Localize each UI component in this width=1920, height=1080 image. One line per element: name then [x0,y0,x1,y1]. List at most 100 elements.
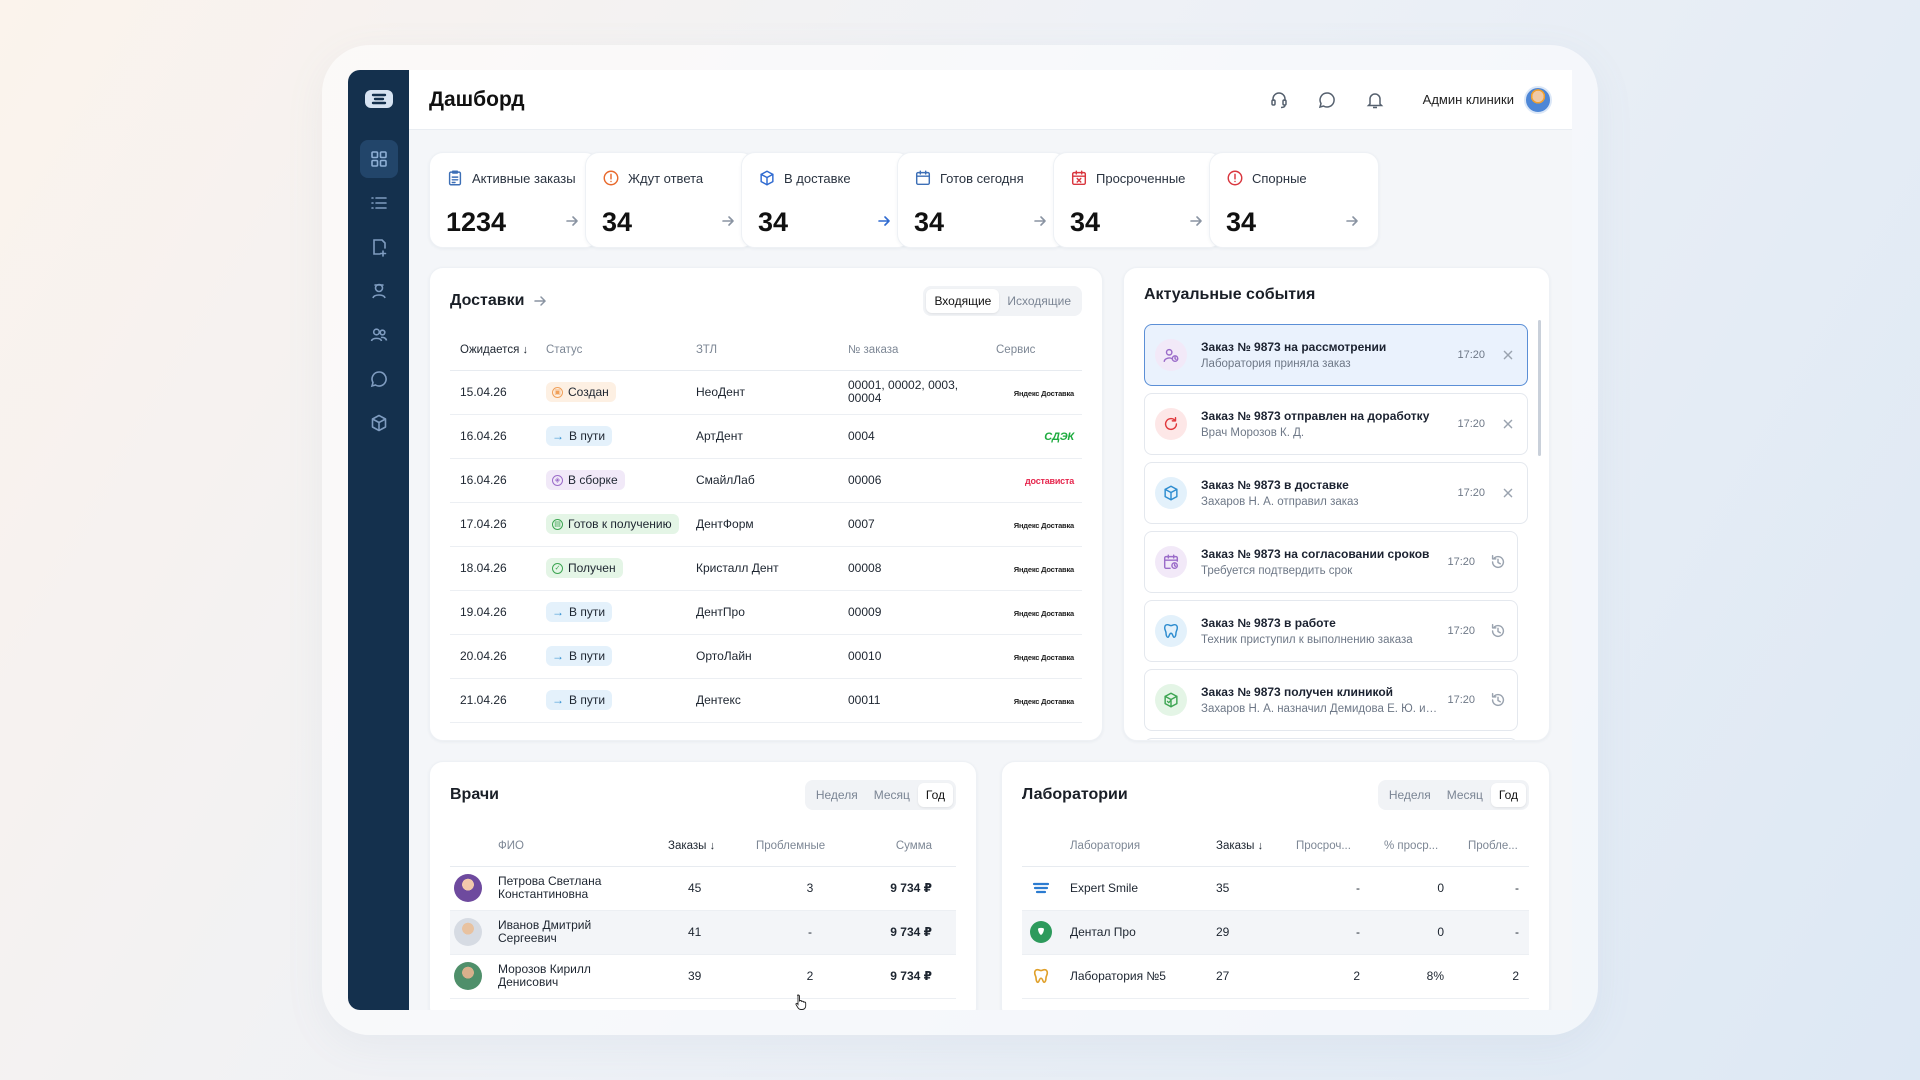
stat-card[interactable]: В доставке 34 [741,152,911,248]
tab-month[interactable]: Месяц [873,788,910,802]
stat-value: 34 [758,207,789,237]
order-number[interactable]: 0004 [848,414,996,459]
arrow-right-icon[interactable] [720,213,736,229]
tab-week[interactable]: Неделя [1388,788,1431,802]
expected-date: 17.04.26 [450,502,546,547]
arrow-right-icon[interactable] [1188,213,1204,229]
sidebar-item-chat[interactable] [360,360,398,398]
arrow-right-icon[interactable] [564,213,580,229]
table-row[interactable]: 19.04.26 → В пути ДентПро 00009 Яндекс Д… [450,590,1082,635]
order-number[interactable]: 00011 [848,678,996,723]
table-row[interactable]: 21.04.26 → В пути Дентекс 00011 Яндекс Д… [450,678,1082,723]
sidebar-item-staff[interactable] [360,272,398,310]
arrow-right-icon[interactable] [876,213,892,229]
stat-label: Просроченные [1096,170,1186,186]
status-badge: → В пути [546,426,613,446]
history-icon[interactable] [1489,622,1507,640]
event-item[interactable]: Заказ № 9873 в доставке Захаров Н. А. от… [1144,462,1528,524]
expected-date: 16.04.26 [450,458,546,503]
events-scrollbar[interactable] [1538,320,1541,456]
order-number[interactable]: 0007 [848,502,996,547]
event-item[interactable]: Заказ № 9873 на согласовании сроков Треб… [1144,531,1518,593]
column-expected[interactable]: Ожидается ↓ [450,330,546,371]
user-avatar[interactable] [1524,85,1552,114]
order-number[interactable]: 00010 [848,634,996,679]
bell-icon[interactable] [1363,88,1387,112]
tab-week[interactable]: Неделя [815,788,858,802]
close-icon[interactable] [1499,415,1517,433]
history-icon[interactable] [1489,553,1507,571]
table-row[interactable]: 16.04.26 → В пути АртДент 0004 СДЭК [450,414,1082,459]
stat-card[interactable]: Ждут ответа 34 [585,152,755,248]
tab-year[interactable]: Год [917,783,953,807]
column-status[interactable]: Статус [546,330,696,371]
arrow-right-icon[interactable] [1032,213,1048,229]
column-overdue[interactable]: Просроч... [1296,826,1384,867]
column-orders[interactable]: Заказы ↓ [1216,826,1296,867]
history-icon[interactable] [1489,691,1507,709]
tab-outgoing[interactable]: Исходящие [1007,294,1071,308]
event-item[interactable] [1144,738,1518,740]
order-number[interactable]: 00009 [848,590,996,635]
column-overdue-percent[interactable]: % проср... [1384,826,1468,867]
order-number[interactable]: 00001, 00002, 0003, 00004 [848,370,996,415]
stat-card[interactable]: Готов сегодня 34 [897,152,1067,248]
table-row[interactable]: Морозов Кирилл Денисович 39 2 9 734 ₽ [450,954,956,999]
sum: 9 734 ₽ [864,866,956,911]
arrow-right-icon: → [552,649,564,663]
event-item[interactable]: Заказ № 9873 отправлен на доработку Врач… [1144,393,1528,455]
arrow-right-icon: → [552,605,564,619]
table-row[interactable]: Иванов Дмитрий Сергеевич 41 - 9 734 ₽ [450,910,956,955]
users-icon [370,328,387,342]
app-logo[interactable] [364,88,394,110]
column-name[interactable]: ФИО [498,826,668,867]
tab-month[interactable]: Месяц [1446,788,1483,802]
top-bar: Дашборд Админ клиники [409,70,1572,130]
order-number[interactable]: 00008 [848,546,996,591]
messages-icon[interactable] [1315,88,1339,112]
event-item[interactable]: Заказ № 9873 в работе Техник приступил к… [1144,600,1518,662]
events-card: Актуальные события Заказ № 9873 на рассм… [1123,267,1550,741]
table-row[interactable]: 15.04.26 ▣ Создан НеоДент 00001, 00002, … [450,370,1082,415]
table-row[interactable]: 16.04.26 ◈ В сборке СмайлЛаб 00006 доста… [450,458,1082,503]
table-row[interactable]: Петрова Светлана Константиновна 45 3 9 7… [450,866,956,911]
table-row[interactable]: Дентал Про 29 - 0 - [1022,910,1529,955]
stat-card[interactable]: Активные заказы 1234 [429,152,599,248]
close-icon[interactable] [1499,346,1517,364]
sidebar-item-orders[interactable] [360,184,398,222]
arrow-right-icon[interactable] [1344,213,1360,229]
sidebar-item-dashboard[interactable] [359,140,398,178]
event-subtitle: Техник приступил к выполнению заказа [1201,634,1413,646]
column-problems[interactable]: Проблемные [756,826,864,867]
table-row[interactable]: 17.04.26 ▤ Готов к получению ДентФорм 00… [450,502,1082,547]
event-item[interactable]: Заказ № 9873 на рассмотрении Лаборатория… [1144,324,1528,386]
column-service[interactable]: Сервис [996,330,1082,371]
column-order-number[interactable]: № заказа [848,330,996,371]
stat-card[interactable]: Спорные 34 [1209,152,1379,248]
support-icon[interactable] [1267,88,1291,112]
arrow-right-icon[interactable] [532,293,548,309]
sidebar-item-new-order[interactable] [360,228,398,266]
event-item[interactable]: Заказ № 9873 получен клиникой Захаров Н.… [1144,669,1518,731]
column-lab[interactable]: ЗТЛ [696,330,848,371]
doctor-icon [371,283,386,299]
table-row[interactable]: 18.04.26 ✓ Получен Кристалл Дент 00008 Я… [450,546,1082,591]
table-row[interactable]: 20.04.26 → В пути ОртоЛайн 00010 Яндекс … [450,634,1082,679]
column-orders[interactable]: Заказы ↓ [668,826,756,867]
calendar-x-icon [1070,169,1096,187]
column-problems[interactable]: Пробле... [1468,826,1529,867]
column-sum[interactable]: Сумма [864,826,956,867]
sidebar-item-deliveries[interactable] [360,404,398,442]
sidebar-item-patients[interactable] [360,316,398,354]
tab-year[interactable]: Год [1490,783,1526,807]
table-row[interactable]: Лаборатория №5 27 2 8% 2 [1022,954,1529,999]
close-icon[interactable] [1499,484,1517,502]
deliveries-title[interactable]: Доставки [450,292,525,309]
table-row[interactable]: Expert Smile 35 - 0 - [1022,866,1529,911]
order-number[interactable]: 00006 [848,458,996,503]
user-name[interactable]: Админ клиники [1422,92,1514,107]
event-title: Заказ № 9873 в доставке [1201,478,1349,492]
stat-card[interactable]: Просроченные 34 [1053,152,1223,248]
tab-incoming[interactable]: Входящие [926,289,1000,313]
column-lab-name[interactable]: Лаборатория [1070,826,1216,867]
